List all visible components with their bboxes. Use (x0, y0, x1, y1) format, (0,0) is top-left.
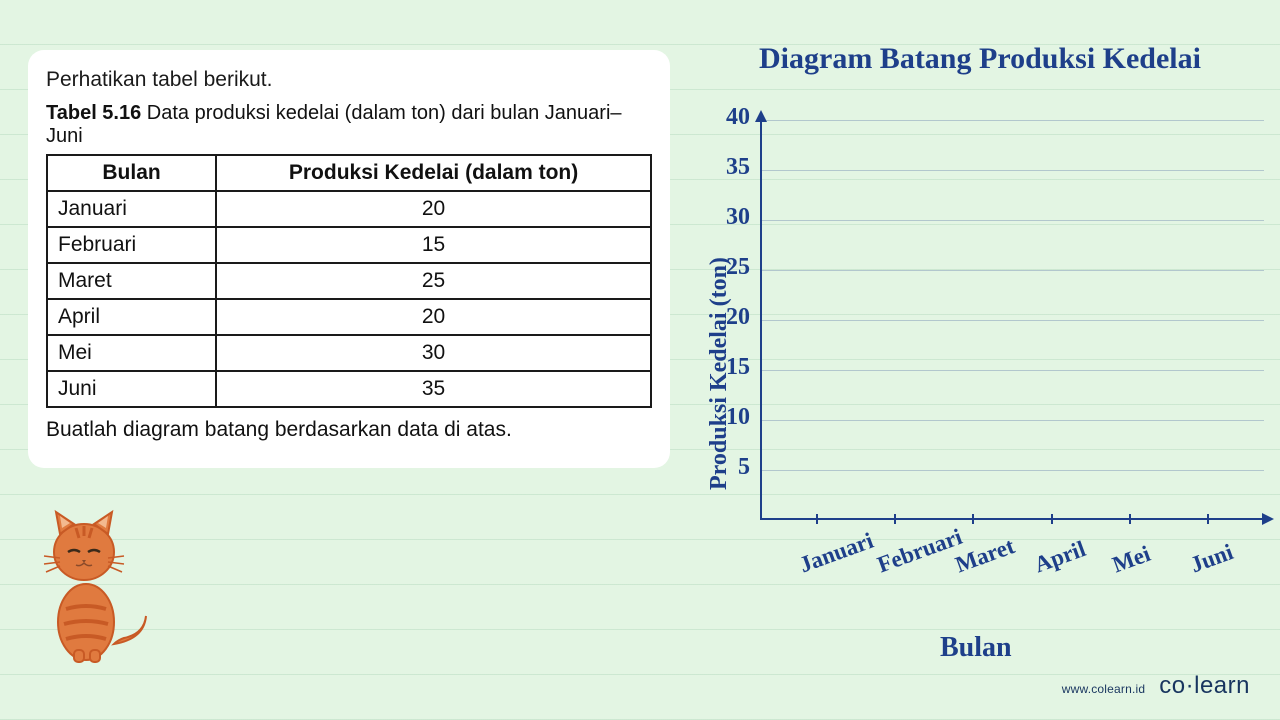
x-tick (816, 514, 818, 524)
chart-gridline (760, 320, 1264, 321)
x-tick (972, 514, 974, 524)
cell-value: 35 (216, 371, 651, 407)
table-caption-bold: Tabel 5.16 (46, 102, 141, 124)
cat-mascot-icon (36, 504, 156, 664)
table-header-month: Bulan (47, 155, 216, 191)
table-row: Mei 30 (47, 335, 651, 371)
table-header-row: Bulan Produksi Kedelai (dalam ton) (47, 155, 651, 191)
y-tick-label: 20 (710, 304, 750, 331)
chart-plot-area: 510152025303540JanuariFebruariMaretApril… (760, 120, 1260, 520)
brand-url: www.colearn.id (1062, 682, 1146, 696)
cell-month: April (47, 299, 216, 335)
cell-month: Maret (47, 263, 216, 299)
data-table: Bulan Produksi Kedelai (dalam ton) Janua… (46, 154, 652, 408)
table-caption: Tabel 5.16 Data produksi kedelai (dalam … (46, 102, 652, 148)
table-row: Juni 35 (47, 371, 651, 407)
chart-gridline (760, 170, 1264, 171)
chart-gridline (760, 420, 1264, 421)
y-tick-label: 30 (710, 204, 750, 231)
chart-gridline (760, 270, 1264, 271)
card-intro-text: Perhatikan tabel berikut. (46, 68, 652, 92)
y-tick-label: 10 (710, 404, 750, 431)
cell-value: 25 (216, 263, 651, 299)
y-tick-label: 5 (710, 454, 750, 481)
table-header-value: Produksi Kedelai (dalam ton) (216, 155, 651, 191)
y-tick-label: 15 (710, 354, 750, 381)
chart-gridline (760, 370, 1264, 371)
x-axis-arrow-icon (1262, 513, 1274, 525)
cell-month: Januari (47, 191, 216, 227)
x-tick (1129, 514, 1131, 524)
cell-month: Juni (47, 371, 216, 407)
brand-logo: co·learn (1159, 672, 1250, 700)
chart-gridline (760, 220, 1264, 221)
cell-value: 30 (216, 335, 651, 371)
cell-value: 20 (216, 191, 651, 227)
y-tick-label: 25 (710, 254, 750, 281)
cell-value: 15 (216, 227, 651, 263)
table-row: Maret 25 (47, 263, 651, 299)
x-axis-title: Bulan (940, 632, 1012, 664)
table-row: April 20 (47, 299, 651, 335)
x-tick (1051, 514, 1053, 524)
cell-month: Mei (47, 335, 216, 371)
chart-gridline (760, 470, 1264, 471)
chart-gridline (760, 120, 1264, 121)
cell-month: Februari (47, 227, 216, 263)
x-axis-line (760, 518, 1264, 520)
table-row: Januari 20 (47, 191, 651, 227)
brand-footer: www.colearn.id co·learn (1062, 672, 1250, 700)
card-footer-text: Buatlah diagram batang berdasarkan data … (46, 418, 652, 442)
x-tick (894, 514, 896, 524)
y-tick-label: 35 (710, 154, 750, 181)
problem-card: Perhatikan tabel berikut. Tabel 5.16 Dat… (28, 50, 670, 468)
y-tick-label: 40 (710, 104, 750, 131)
chart-title: Diagram Batang Produksi Kedelai (690, 42, 1270, 76)
x-tick (1207, 514, 1209, 524)
cell-value: 20 (216, 299, 651, 335)
table-row: Februari 15 (47, 227, 651, 263)
